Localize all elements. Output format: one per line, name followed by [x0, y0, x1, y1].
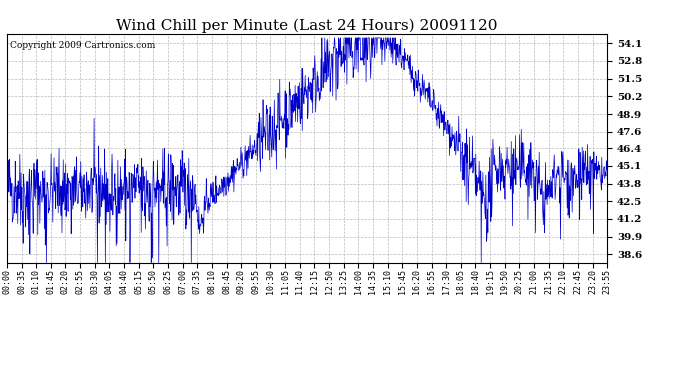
Text: Copyright 2009 Cartronics.com: Copyright 2009 Cartronics.com	[10, 40, 155, 50]
Title: Wind Chill per Minute (Last 24 Hours) 20091120: Wind Chill per Minute (Last 24 Hours) 20…	[117, 18, 497, 33]
